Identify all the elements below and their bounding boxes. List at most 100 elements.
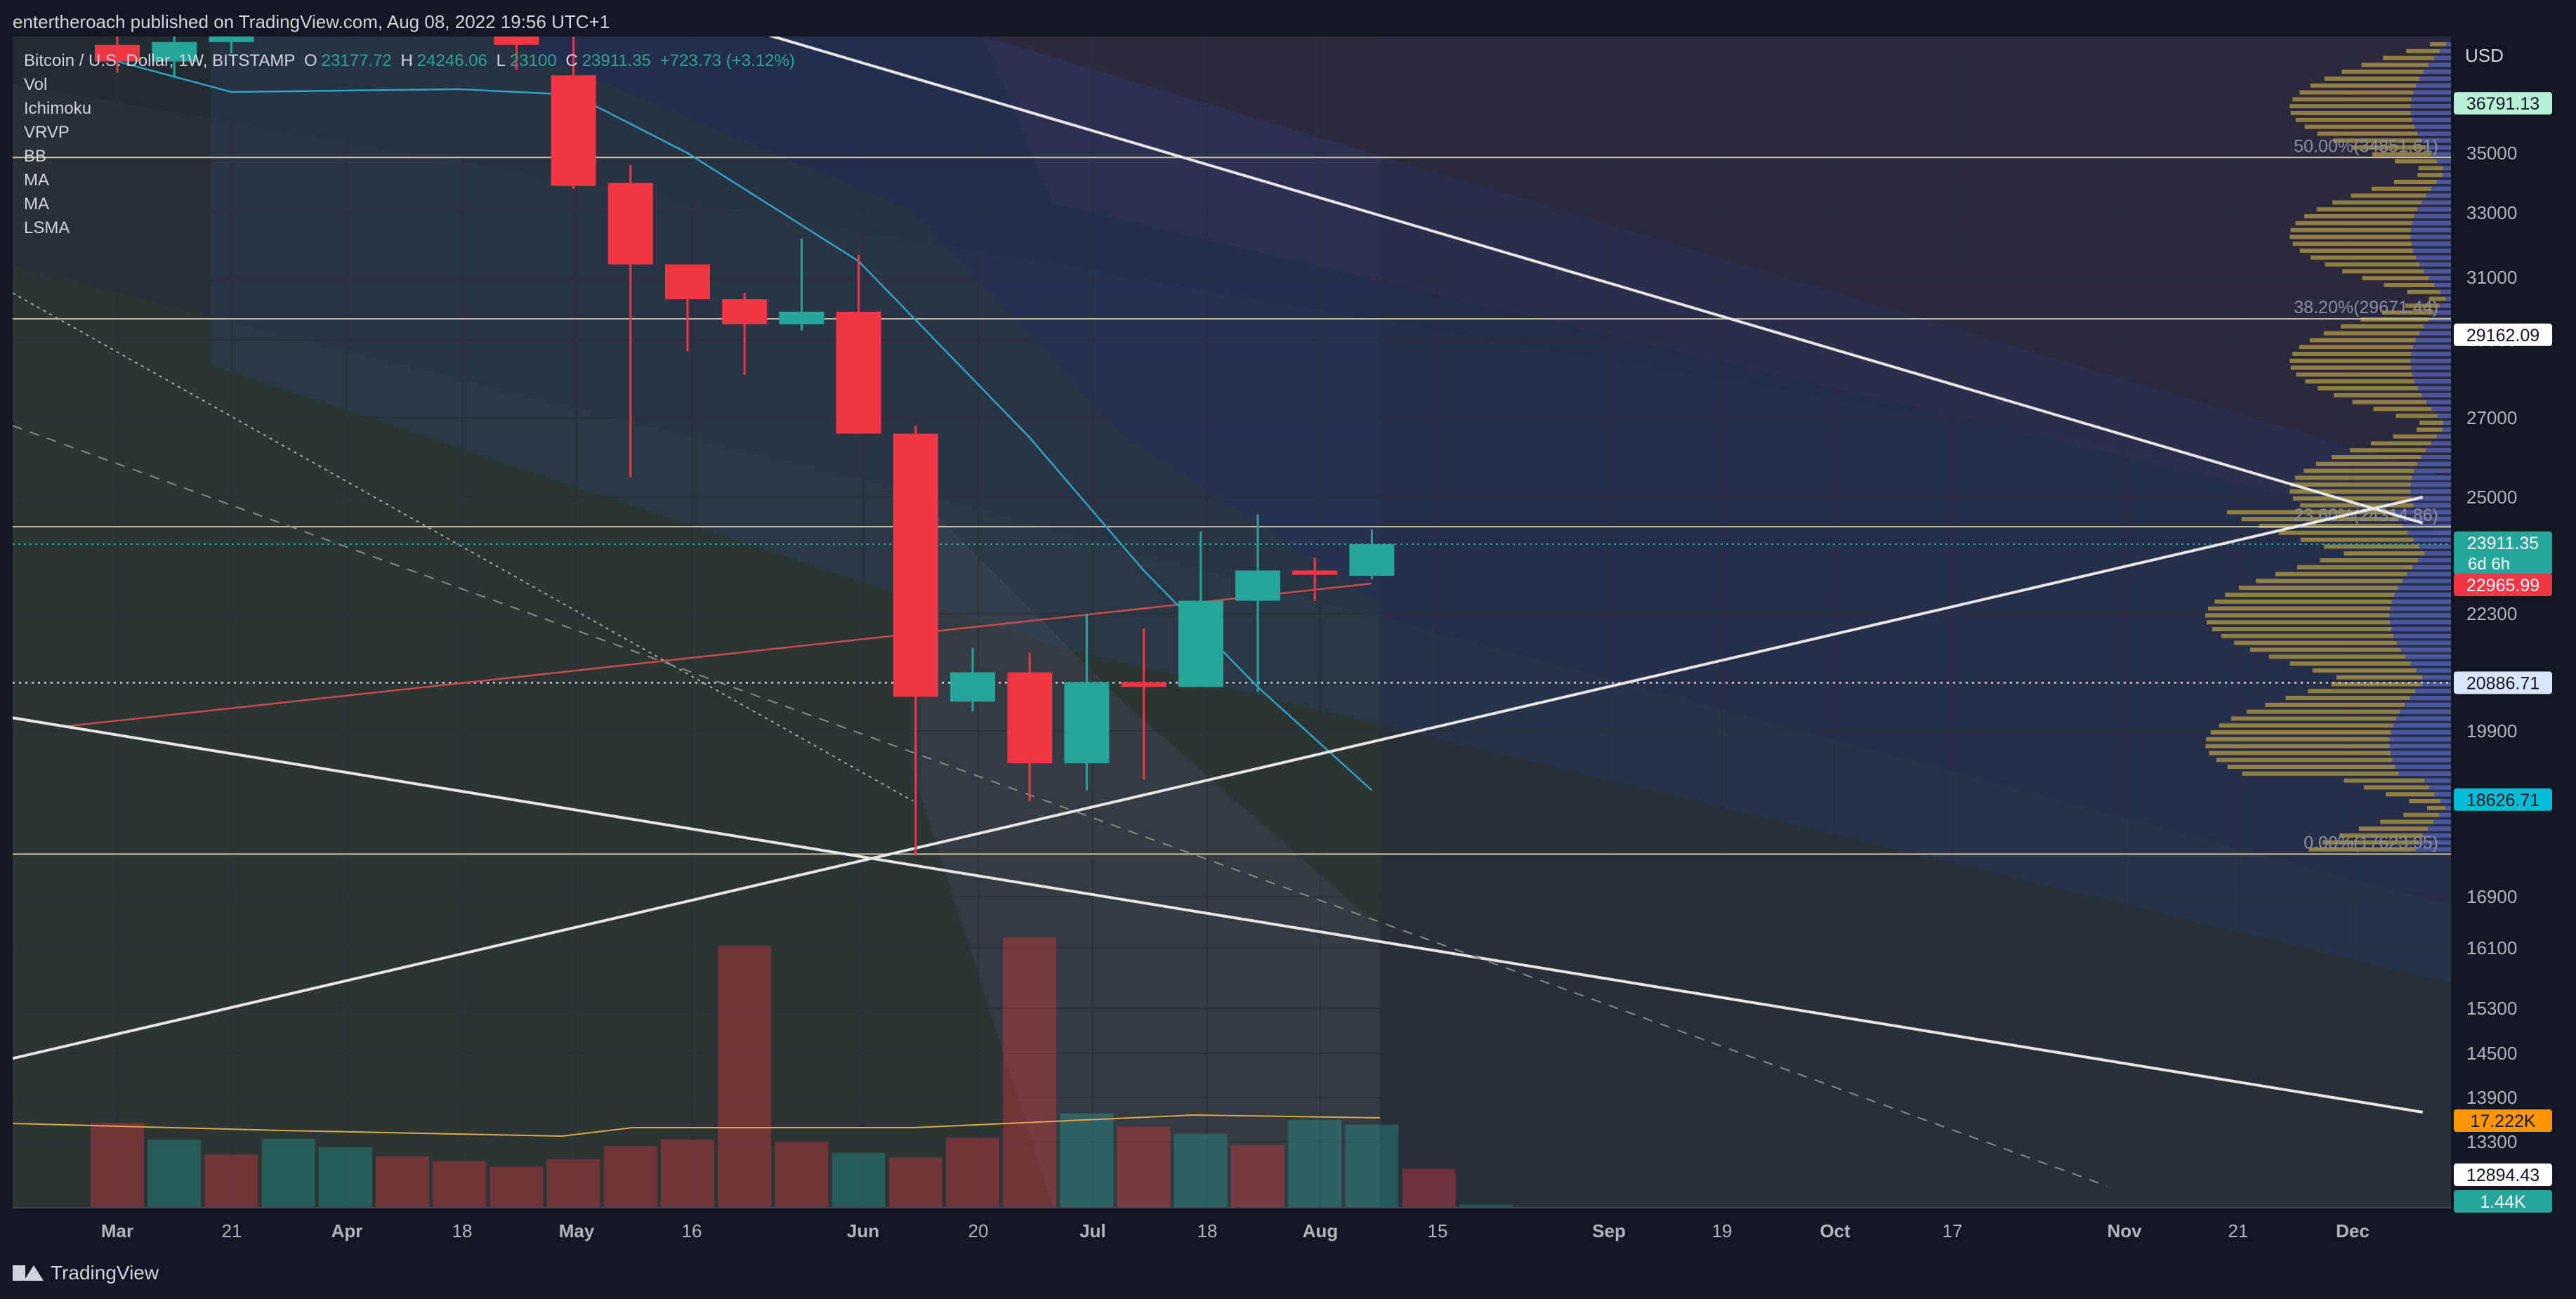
indicator-bb[interactable]: BB <box>24 147 47 166</box>
volume-profile-row <box>2221 633 2451 638</box>
time-tick-label: Jul <box>1079 1220 1106 1241</box>
volume-profile-row <box>2331 682 2451 687</box>
volume-profile-row <box>2413 249 2451 253</box>
volume-profile-row <box>2295 475 2451 480</box>
volume-profile-row <box>2289 104 2451 109</box>
volume-profile-row <box>2242 771 2451 776</box>
volume-profile-row <box>2300 503 2451 508</box>
volume-profile-row <box>2411 242 2451 246</box>
indicator-vol[interactable]: Vol <box>24 75 48 94</box>
volume-profile-row <box>2412 475 2451 480</box>
volume-profile-row <box>2410 489 2451 494</box>
volume-profile-row <box>2429 785 2451 790</box>
publisher-header: entertheroach published on TradingView.c… <box>13 11 610 32</box>
volume-profile-row <box>2341 324 2451 329</box>
time-tick-label: Sep <box>1592 1220 1626 1241</box>
volume-profile-row <box>2316 207 2451 212</box>
time-tick-label: Jun <box>847 1220 879 1241</box>
volume-profile-row <box>2396 640 2451 645</box>
volume-profile-row <box>2344 778 2451 783</box>
volume-profile-row <box>2445 42 2451 46</box>
volume-profile-row <box>2247 709 2451 714</box>
volume-bar <box>832 1152 886 1207</box>
volume-profile-row <box>2416 255 2451 260</box>
volume-profile-row <box>2227 510 2451 515</box>
price-badge: 23911.35 6d 6h <box>2454 531 2552 575</box>
volume-profile-row <box>2439 303 2451 308</box>
chart-legend: Bitcoin / U.S. Dollar, 1W, BITSTAMP O 231… <box>24 49 799 240</box>
volume-profile-row <box>2419 840 2451 845</box>
price-tick-label: 16900 <box>2466 886 2517 907</box>
symbol-title[interactable]: Bitcoin / U.S. Dollar, 1W, BITSTAMP <box>24 51 296 70</box>
volume-profile-row <box>2423 833 2451 838</box>
volume-profile-row <box>2292 97 2451 102</box>
volume-profile-row <box>2304 468 2451 473</box>
candle <box>665 264 710 352</box>
volume-profile-row <box>2241 517 2451 522</box>
volume-profile-row <box>2311 255 2451 260</box>
price-tick-label: 25000 <box>2466 487 2517 508</box>
price-tick-label: 35000 <box>2466 143 2517 164</box>
chart-grid <box>13 37 2451 1208</box>
volume-profile-row <box>2249 647 2451 652</box>
price-badge: 20886.71 <box>2454 671 2552 694</box>
candle <box>1178 532 1223 687</box>
volume-profile-row <box>2426 448 2451 453</box>
indicator-ma-2[interactable]: MA <box>24 194 49 213</box>
volume-profile-row <box>2205 744 2451 749</box>
fib-level-label: 38.20%(29671.44) <box>2294 298 2438 317</box>
volume-profile-row <box>2290 365 2451 370</box>
candle <box>1007 652 1053 801</box>
volume-profile-row <box>2324 77 2451 81</box>
price-badge-sublabel: 6d 6h <box>2468 555 2510 574</box>
price-badge: 12894.43 <box>2454 1163 2552 1186</box>
time-tick-label: Mar <box>101 1220 133 1241</box>
volume-profile-row <box>2434 792 2451 797</box>
volume-bar <box>888 1157 942 1207</box>
volume-profile-row <box>2323 331 2451 336</box>
volume-profile-row <box>2400 647 2451 652</box>
indicator-vrvp[interactable]: VRVP <box>24 123 70 142</box>
volume-profile-row <box>2439 812 2451 817</box>
indicator-ma-1[interactable]: MA <box>24 171 49 190</box>
volume-profile-row <box>2214 599 2451 604</box>
indicator-ichimoku[interactable]: Ichimoku <box>24 99 92 118</box>
volume-profile-row <box>2398 586 2451 591</box>
volume-profile-row <box>2371 186 2451 191</box>
volume-profile-row <box>2421 682 2451 687</box>
footer-brand[interactable]: TradingView <box>13 1262 159 1284</box>
price-badge: 18626.71 <box>2454 788 2552 811</box>
volume-profile-row <box>2417 461 2451 466</box>
candles <box>95 37 1395 856</box>
volume-profile-row <box>2323 544 2451 549</box>
volume-profile-row <box>2285 696 2451 700</box>
volume-profile-row <box>2434 283 2451 287</box>
volume-profile-row <box>2407 572 2451 576</box>
volume-profile-row <box>2433 55 2451 60</box>
volume-bar <box>775 1141 829 1207</box>
volume-profile-row <box>2421 138 2451 143</box>
volume-bar <box>1117 1126 1171 1207</box>
volume-profile-row <box>2352 400 2451 404</box>
volume-profile-row <box>2227 765 2451 769</box>
volume-profile <box>2205 42 2451 852</box>
volume-profile-row <box>2209 751 2451 756</box>
volume-bar <box>603 1146 657 1207</box>
high-value: 24246.06 <box>416 51 487 70</box>
volume-profile-row <box>2407 289 2451 294</box>
fib-level-label: 50.00%(34851.61) <box>2294 136 2438 156</box>
volume-bar <box>661 1140 714 1207</box>
price-badge-bg <box>2454 323 2552 346</box>
volume-profile-row <box>2431 441 2451 446</box>
price-badge-bg <box>2454 531 2552 575</box>
volume-profile-row <box>2212 627 2451 631</box>
candle <box>1235 514 1280 692</box>
volume-profile-row <box>2436 180 2451 184</box>
volume-profile-row <box>2440 799 2451 803</box>
volume-profile-row <box>2410 696 2451 700</box>
volume-profile-row <box>2207 620 2451 625</box>
volume-profile-row <box>2296 372 2451 377</box>
volume-profile-row <box>2433 310 2451 315</box>
indicator-lsma[interactable]: LSMA <box>24 218 70 237</box>
